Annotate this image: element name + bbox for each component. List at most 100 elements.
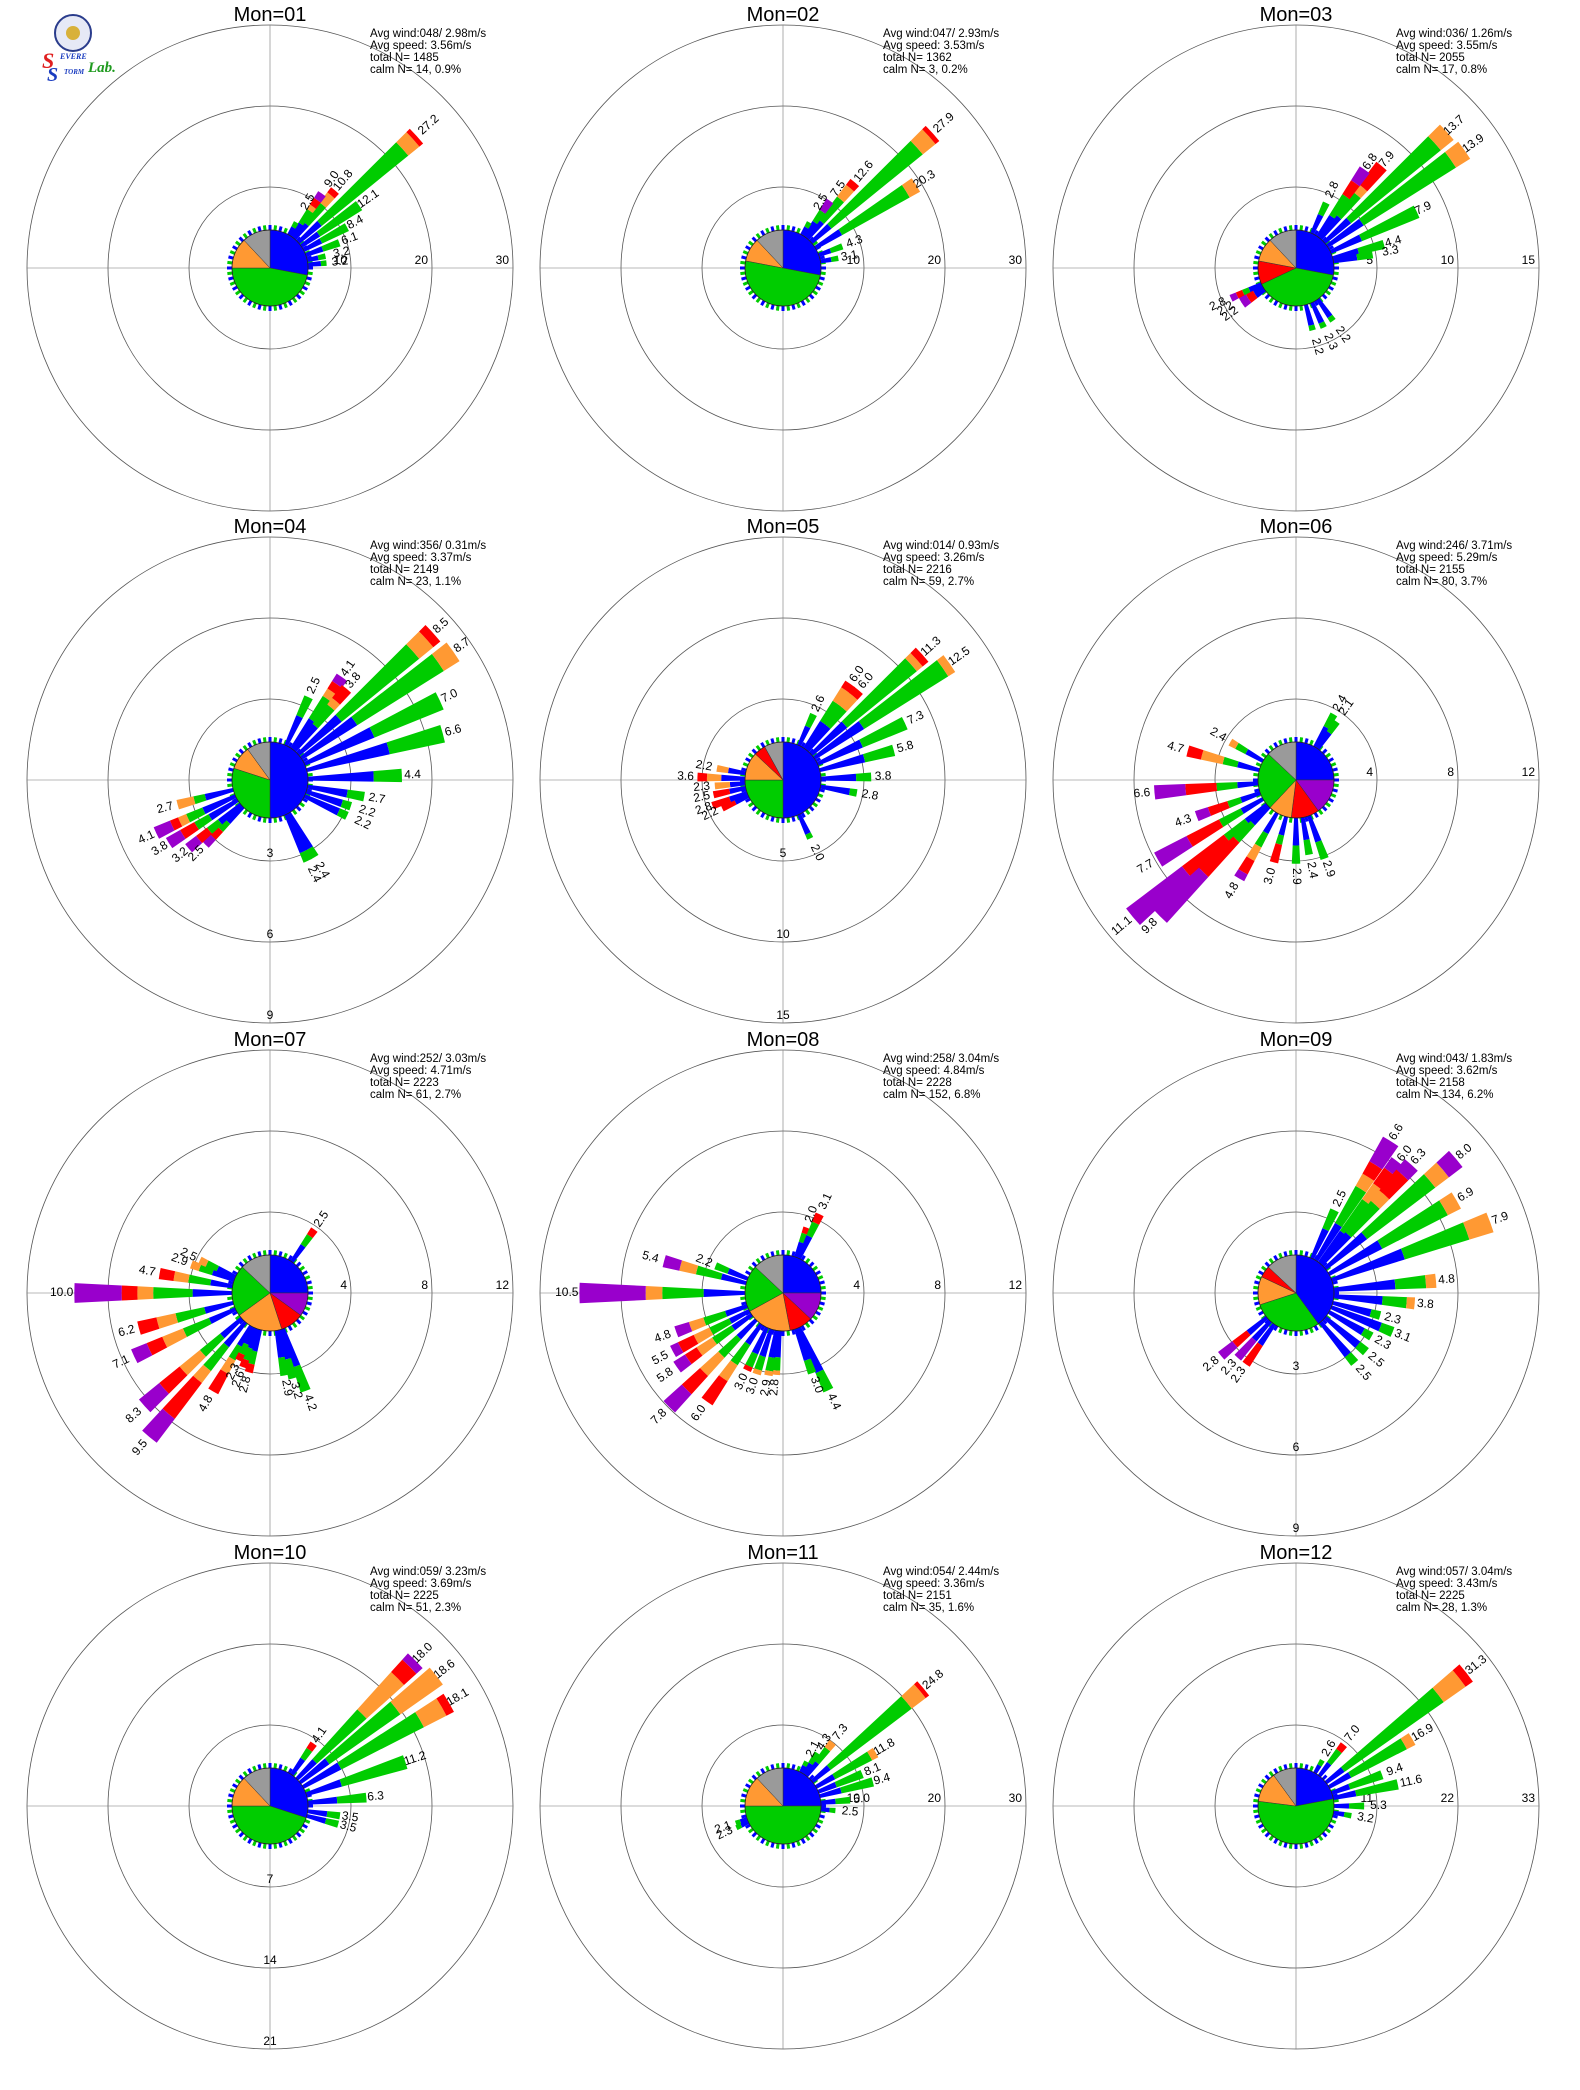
minor-bar (815, 797, 821, 803)
minor-bar (1321, 1774, 1328, 1781)
minor-bar (287, 1255, 293, 1261)
minor-bar (1258, 245, 1264, 251)
bar-label: 2.5 (310, 1208, 331, 1230)
logo-word-lab: Lab. (88, 60, 116, 76)
minor-bar (760, 812, 766, 818)
bar-segment (1303, 839, 1313, 856)
minor-bar (1253, 1285, 1259, 1290)
bar-segment (307, 260, 322, 267)
bar-label: 2.9 (1320, 859, 1339, 880)
bar-segment (1355, 1173, 1375, 1193)
bar-segment (812, 721, 865, 760)
chart-title: Mon=08 (747, 1029, 820, 1051)
stats-line: total N= 2228 (883, 1077, 952, 1089)
bar-segment (309, 197, 321, 209)
minor-bar (1255, 250, 1262, 255)
minor-bar (1273, 1255, 1279, 1261)
ring-label: 9 (267, 1008, 274, 1022)
bar-segment (173, 1271, 190, 1283)
bar-label: 3.0 (743, 1375, 762, 1396)
bar-segment (579, 1282, 646, 1304)
bar-label: 2.5 (178, 1244, 199, 1264)
minor-bar (751, 293, 758, 300)
bar-segment (673, 1354, 692, 1373)
bar-segment (827, 140, 923, 229)
bar-segment (765, 1356, 775, 1372)
minor-bar (800, 1255, 806, 1261)
minor-bar (252, 1840, 257, 1847)
minor-bar (1264, 236, 1271, 243)
bar-segment (1349, 1802, 1365, 1810)
bar-segment (402, 1653, 423, 1674)
stats-line: Avg wind:246/ 3.71m/s (1396, 540, 1512, 552)
bar-label: 6.6 (1385, 1121, 1406, 1143)
minor-bar (1309, 1327, 1314, 1334)
bar-segment (1452, 1664, 1473, 1687)
minor-bar (234, 1265, 241, 1272)
bar-segment (1245, 749, 1265, 763)
bar-segment (307, 204, 317, 214)
bar-segment (292, 1364, 311, 1393)
minor-bar (1299, 1763, 1304, 1769)
bar-segment (312, 1709, 367, 1764)
minor-bar (765, 227, 770, 234)
bar-label: 2.5 (1353, 1361, 1375, 1383)
minor-bar (302, 285, 308, 291)
minor-bar (287, 1325, 293, 1331)
bar-segment (1318, 1320, 1351, 1358)
ring-label: 12 (496, 1278, 510, 1292)
minor-bar (1288, 737, 1293, 743)
bar-segment (1235, 289, 1245, 299)
minor-bar (741, 1793, 747, 1798)
minor-bar (227, 1809, 233, 1814)
bar-segment (721, 774, 746, 781)
minor-bar (257, 1764, 262, 1770)
bar-segment (436, 1693, 454, 1716)
bar-segment (1186, 745, 1204, 760)
bar-label: 2.8 (236, 1374, 254, 1394)
bar-segment (193, 1364, 211, 1384)
minor-bar (742, 281, 749, 286)
bar-segment (290, 222, 304, 239)
minor-bar (740, 260, 746, 265)
bar-label: 6.6 (1133, 785, 1151, 800)
bar-segment (306, 255, 319, 262)
bar-segment (1240, 791, 1261, 803)
bar-segment (1400, 1222, 1470, 1260)
bar-segment (743, 1364, 753, 1373)
bar-segment (805, 724, 831, 753)
bar-segment (867, 1747, 879, 1761)
bar-segment (1318, 214, 1342, 241)
bar-label: 10.0 (50, 1285, 74, 1299)
bar-segment (137, 1286, 154, 1300)
bar-segment (797, 1326, 824, 1374)
minor-bar (808, 1774, 815, 1781)
bar-segment (849, 686, 863, 700)
bar-segment (1254, 288, 1267, 298)
bar-segment (287, 811, 313, 851)
minor-bar (775, 737, 780, 743)
bar-segment (1463, 1212, 1494, 1240)
minor-bar (819, 788, 825, 793)
bar-segment (175, 1307, 206, 1323)
bar-label: 5.3 (1370, 1798, 1387, 1812)
bar-segment (1216, 782, 1238, 791)
bar-segment (312, 704, 335, 729)
minor-bar (1273, 1838, 1279, 1844)
bar-label: 5.8 (895, 737, 915, 755)
bar-label: 2.2 (694, 1251, 715, 1270)
minor-bar (1254, 788, 1260, 793)
bar-label: 8.3 (123, 1404, 145, 1426)
pie-outline (1257, 1767, 1335, 1845)
pie-slice (782, 1767, 822, 1807)
bar-segment (1423, 1162, 1449, 1188)
bar-segment (1332, 1300, 1372, 1317)
minor-bar (299, 801, 306, 808)
minor-bar (791, 304, 796, 310)
bar-segment (820, 773, 857, 782)
stats-line: Avg wind:036/ 1.26m/s (1396, 28, 1512, 40)
minor-bar (306, 255, 312, 260)
bar-segment (1325, 218, 1364, 248)
